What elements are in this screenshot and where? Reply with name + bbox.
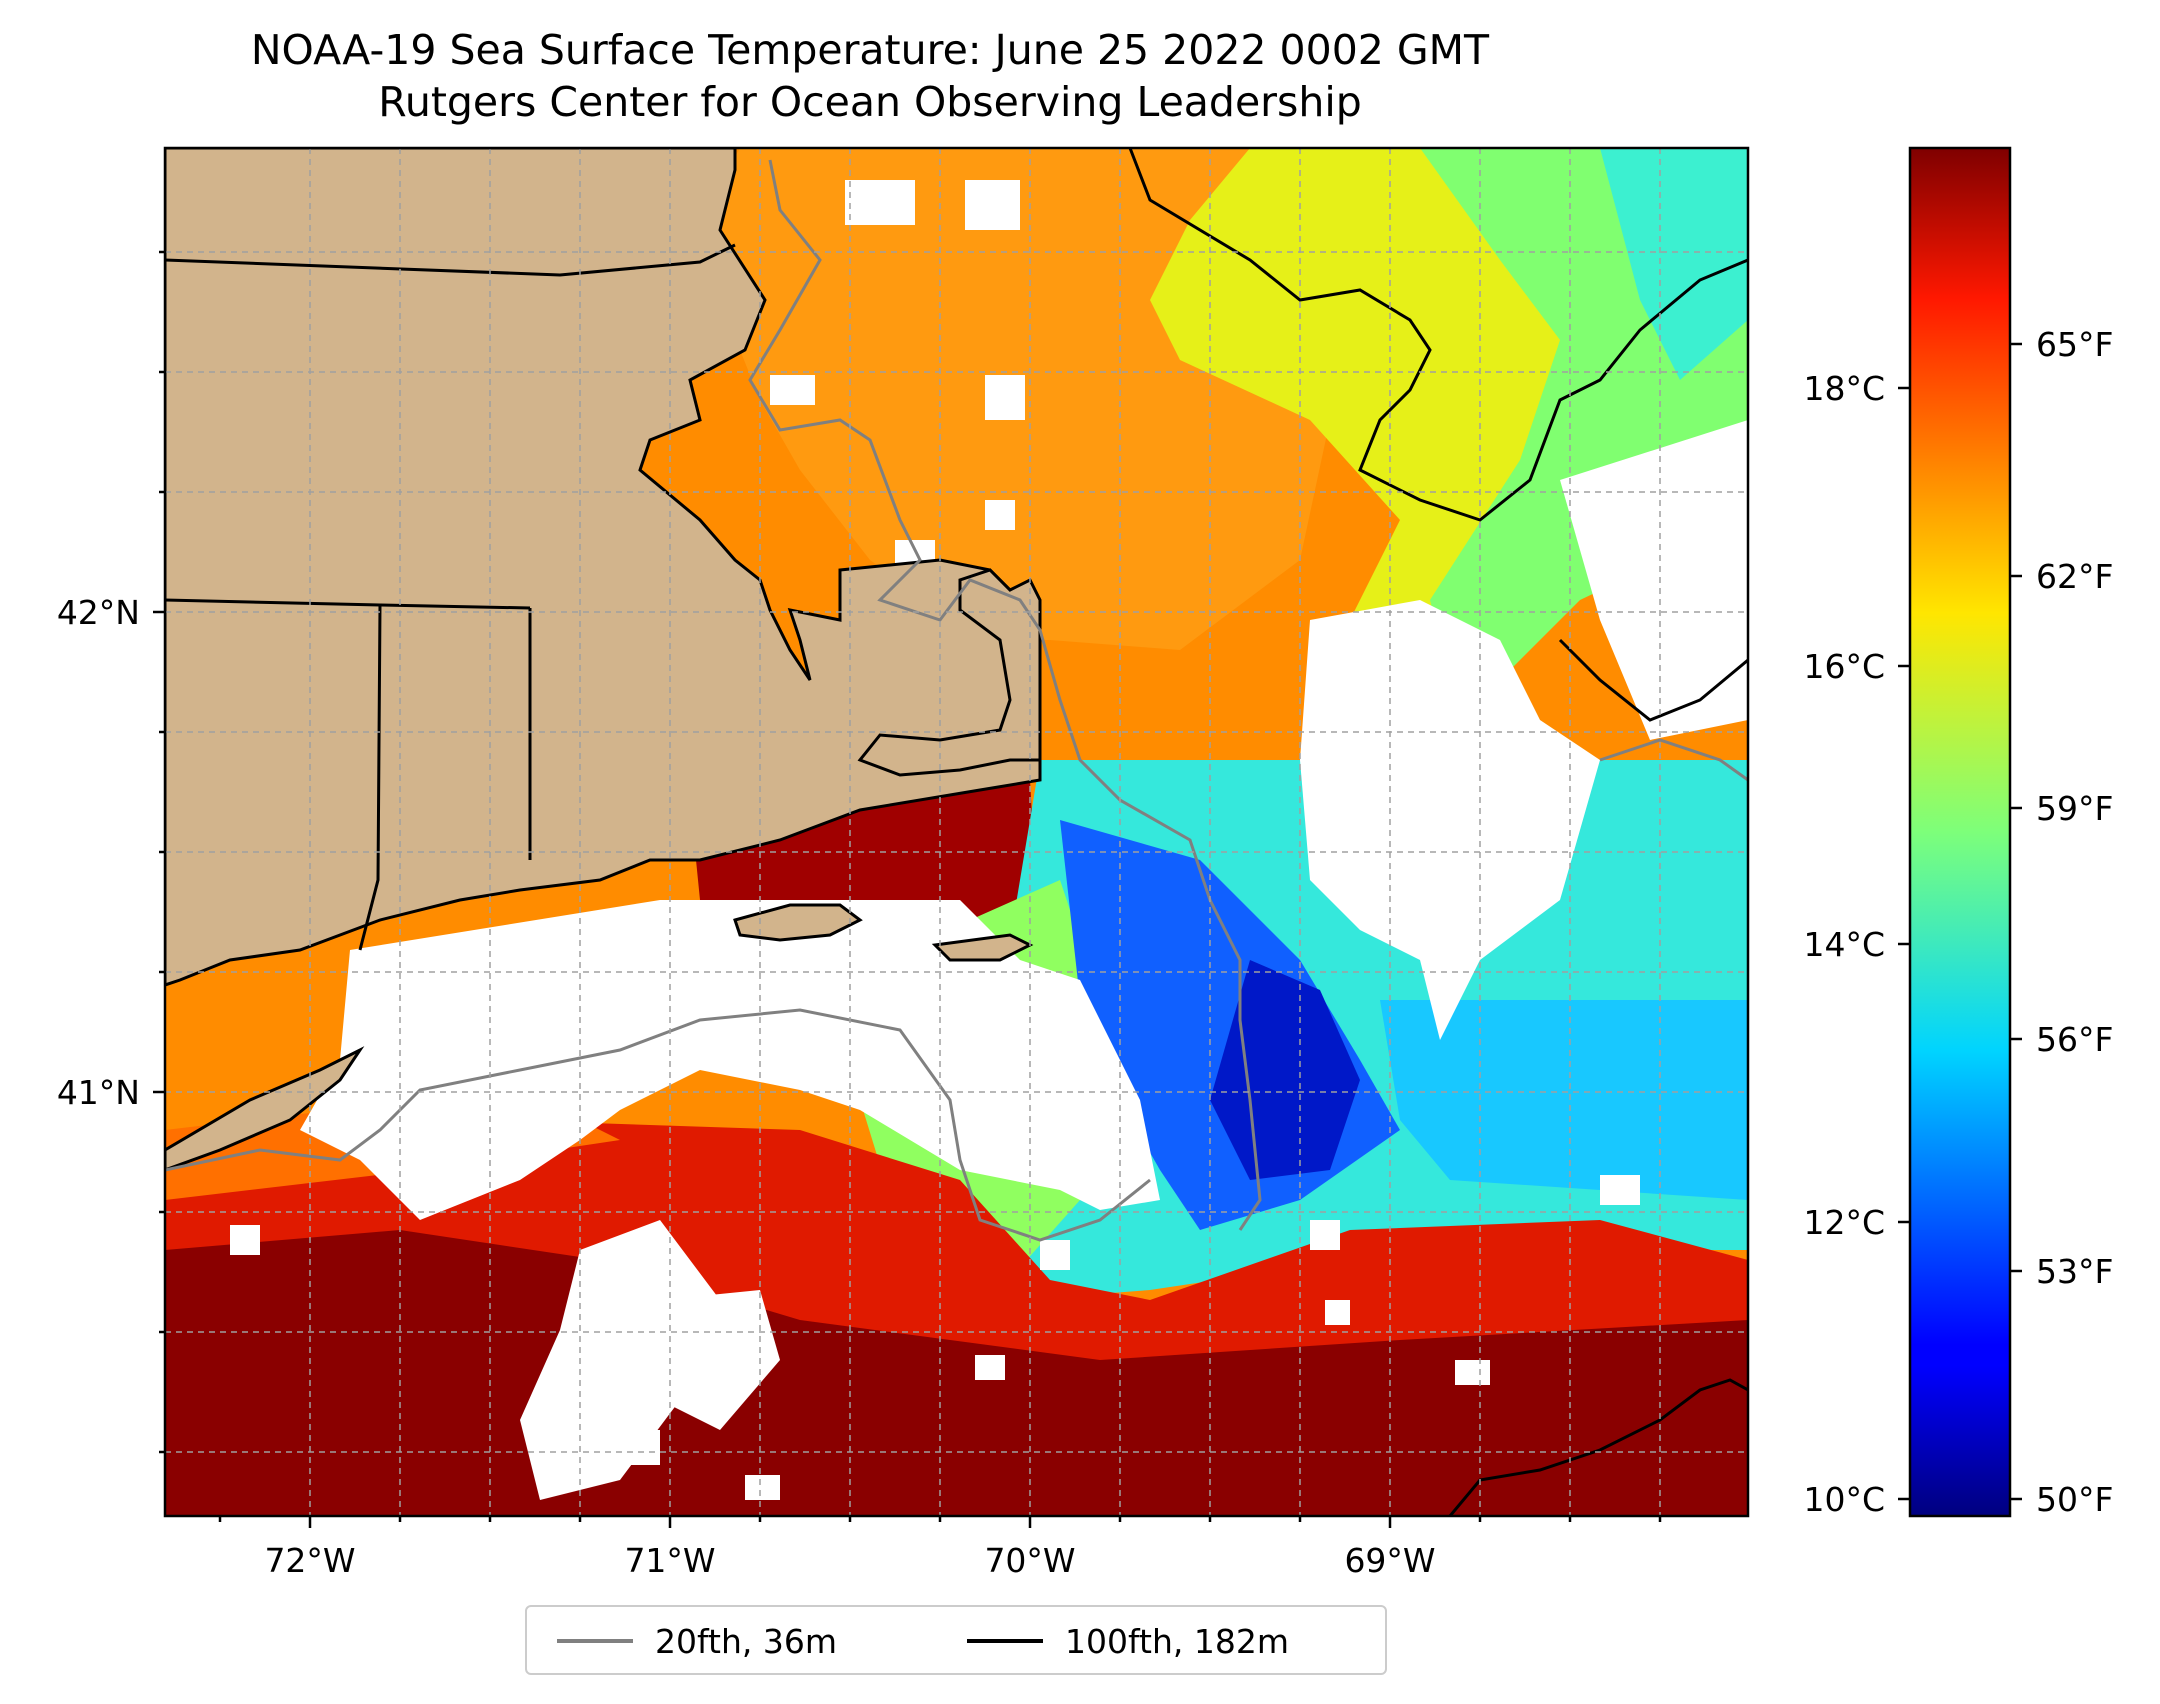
state-border-ct-ri	[358, 604, 382, 951]
lat-label-41n: 41°N	[57, 1073, 140, 1112]
lat-label-42n: 42°N	[57, 593, 140, 632]
lon-label-70w: 70°W	[984, 1541, 1075, 1580]
legend-label-100fth: 100fth, 182m	[1065, 1621, 1289, 1661]
colorbar-f-62: 62°F	[2036, 557, 2113, 596]
colorbar-f-65: 65°F	[2036, 325, 2113, 364]
contour-20fth-east	[1599, 738, 1748, 782]
legend-line-black-icon	[967, 1639, 1043, 1643]
colorbar-f-53: 53°F	[2036, 1252, 2113, 1291]
gap-east-1	[1300, 600, 1600, 1040]
land-nantucket	[931, 933, 1034, 962]
sst-cyan-ne	[1600, 148, 1748, 380]
colorbar-c-18: 18°C	[1803, 369, 1885, 408]
colorbar-f-56: 56°F	[2036, 1020, 2113, 1059]
legend: 20fth, 36m 100fth, 182m	[525, 1605, 1387, 1675]
colorbar-c-12: 12°C	[1803, 1203, 1885, 1242]
contour-100fth-shelf	[1448, 1378, 1748, 1516]
colorbar-c-10: 10°C	[1803, 1480, 1885, 1519]
legend-item-100fth: 100fth, 182m	[967, 1619, 1289, 1663]
colorbar-f-50: 50°F	[2036, 1480, 2113, 1519]
chart-title: NOAA-19 Sea Surface Temperature: June 25…	[250, 26, 1490, 74]
legend-label-20fth: 20fth, 36m	[655, 1621, 837, 1661]
colorbar-f-59: 59°F	[2036, 789, 2113, 828]
sst-light-blue-east	[1380, 1000, 1748, 1200]
colorbar-ticks	[1898, 342, 2022, 1501]
chart-subtitle: Rutgers Center for Ocean Observing Leade…	[378, 78, 1362, 126]
land-long-island	[165, 1046, 365, 1172]
map-frame	[163, 146, 1750, 1518]
contour-20fth	[748, 159, 1262, 1231]
land-marthas-vineyard	[733, 903, 863, 942]
gridlines	[165, 148, 1748, 1516]
gap-east-2	[1560, 420, 1748, 740]
contour-20fth-south	[165, 1008, 1151, 1242]
gap-cloud-a	[520, 1220, 720, 1500]
gap-sound-shelf	[300, 900, 1160, 1220]
land-cape-cod	[857, 568, 1042, 777]
contour-100fth-georges	[1558, 638, 1748, 722]
gap-cloud-b	[660, 1290, 780, 1430]
colorbar-c-16: 16°C	[1803, 647, 1885, 686]
colorbar	[1908, 146, 2012, 1518]
axis-ticks	[153, 250, 1662, 1528]
lon-label-69w: 69°W	[1344, 1541, 1435, 1580]
lon-label-71w: 71°W	[624, 1541, 715, 1580]
state-border-ma-nh	[165, 243, 736, 277]
sst-deep-blue-core	[1210, 960, 1360, 1180]
lon-label-72w: 72°W	[264, 1541, 355, 1580]
legend-line-gray-icon	[557, 1639, 633, 1643]
no-data-gaps	[230, 180, 1748, 1500]
map-area	[165, 148, 1748, 1516]
legend-item-20fth: 20fth, 36m	[557, 1619, 837, 1663]
colorbar-c-14: 14°C	[1803, 925, 1885, 964]
